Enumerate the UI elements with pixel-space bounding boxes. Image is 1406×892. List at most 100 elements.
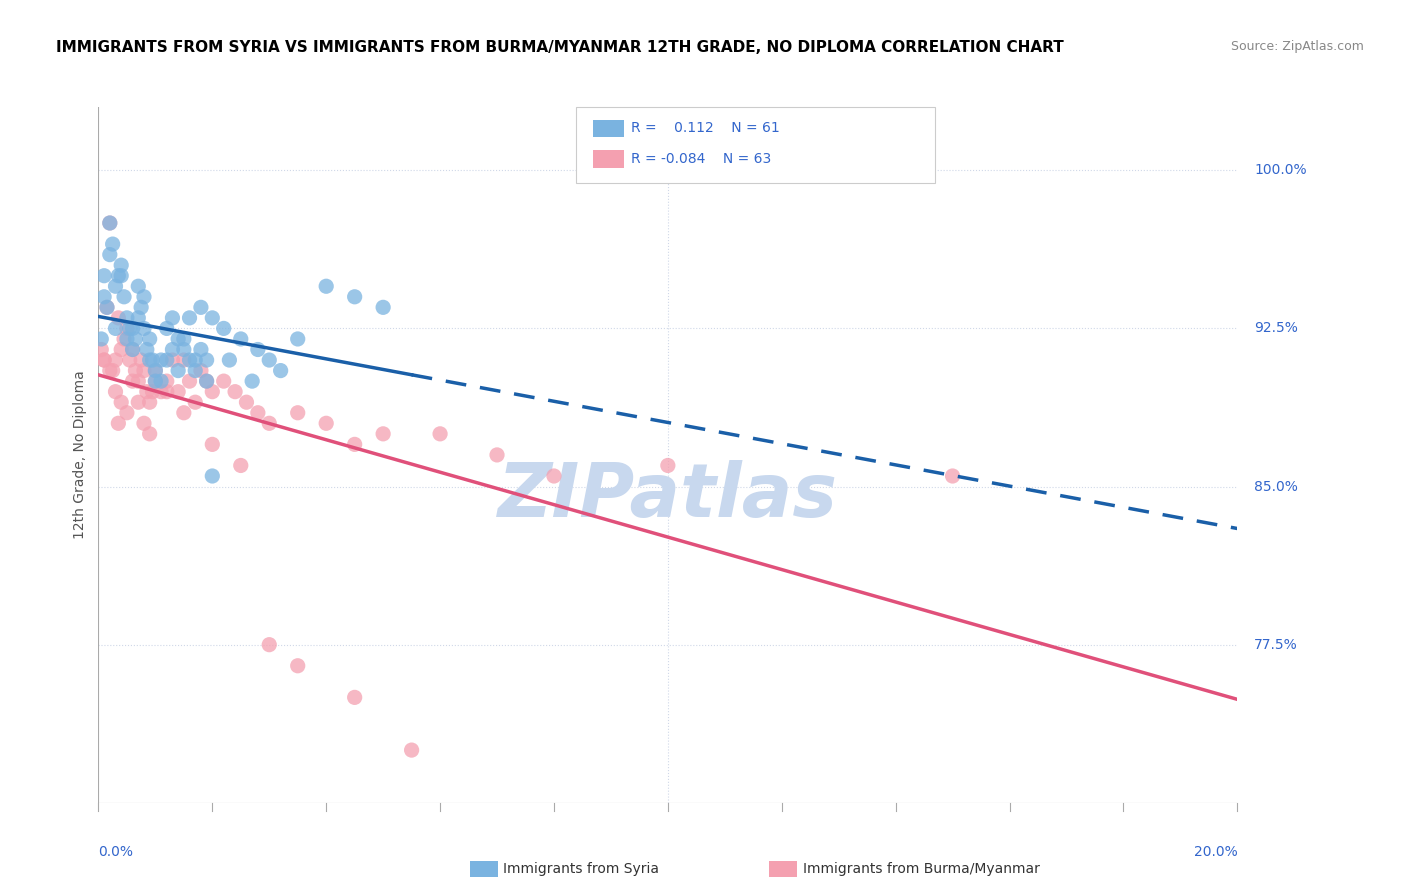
Point: [118, 353, 141, 368]
Point: [112, 290, 135, 304]
Point: [543, 469, 565, 483]
Point: [132, 363, 155, 377]
Point: [132, 290, 155, 304]
Point: [270, 363, 292, 377]
Point: [942, 469, 965, 483]
Point: [195, 374, 218, 388]
Point: [107, 268, 129, 283]
Point: [110, 268, 132, 283]
Point: [246, 343, 269, 357]
Point: [132, 417, 155, 431]
Point: [138, 395, 160, 409]
Point: [173, 353, 195, 368]
Point: [156, 353, 179, 368]
Point: [173, 406, 195, 420]
Point: [150, 353, 173, 368]
Point: [156, 374, 179, 388]
Point: [212, 374, 235, 388]
Point: [127, 310, 149, 325]
Point: [115, 406, 138, 420]
Point: [93, 290, 115, 304]
Point: [343, 290, 366, 304]
Point: [129, 301, 152, 315]
Point: [287, 332, 309, 346]
Point: [127, 395, 149, 409]
Point: [162, 353, 184, 368]
Point: [201, 469, 224, 483]
Point: [224, 384, 246, 399]
Point: [486, 448, 509, 462]
Point: [90, 343, 112, 357]
Text: R =    0.112    N = 61: R = 0.112 N = 61: [631, 121, 780, 136]
Point: [259, 638, 281, 652]
Point: [138, 332, 160, 346]
Point: [201, 437, 224, 451]
Point: [129, 353, 152, 368]
Point: [162, 343, 184, 357]
Y-axis label: 12th Grade, No Diploma: 12th Grade, No Diploma: [73, 370, 87, 540]
Point: [145, 363, 167, 377]
Text: 0.0%: 0.0%: [98, 845, 134, 859]
Point: [107, 417, 129, 431]
Point: [190, 301, 212, 315]
Point: [98, 247, 121, 261]
Text: Immigrants from Syria: Immigrants from Syria: [503, 862, 659, 876]
Point: [110, 395, 132, 409]
Point: [121, 343, 143, 357]
Point: [184, 353, 207, 368]
Point: [135, 384, 157, 399]
Point: [429, 426, 451, 441]
Point: [287, 406, 309, 420]
Point: [93, 268, 115, 283]
Point: [162, 310, 184, 325]
Point: [201, 310, 224, 325]
Point: [167, 384, 190, 399]
Point: [371, 301, 394, 315]
Point: [96, 301, 118, 315]
Point: [190, 363, 212, 377]
Point: [212, 321, 235, 335]
Point: [107, 310, 129, 325]
Point: [145, 374, 167, 388]
Point: [138, 426, 160, 441]
Point: [315, 417, 337, 431]
Point: [657, 458, 679, 473]
Point: [138, 353, 160, 368]
Point: [343, 437, 366, 451]
Point: [121, 343, 143, 357]
Text: 20.0%: 20.0%: [1194, 845, 1237, 859]
Point: [90, 332, 112, 346]
Point: [195, 353, 218, 368]
Point: [259, 353, 281, 368]
Point: [259, 417, 281, 431]
Point: [235, 395, 257, 409]
Point: [201, 384, 224, 399]
Point: [115, 310, 138, 325]
Point: [173, 332, 195, 346]
Point: [150, 374, 173, 388]
Point: [101, 237, 124, 252]
Point: [173, 343, 195, 357]
Point: [287, 658, 309, 673]
Point: [127, 374, 149, 388]
Point: [110, 343, 132, 357]
Text: 85.0%: 85.0%: [1254, 480, 1298, 493]
Point: [115, 321, 138, 335]
Text: Source: ZipAtlas.com: Source: ZipAtlas.com: [1230, 40, 1364, 54]
Point: [104, 321, 127, 335]
Text: IMMIGRANTS FROM SYRIA VS IMMIGRANTS FROM BURMA/MYANMAR 12TH GRADE, NO DIPLOMA CO: IMMIGRANTS FROM SYRIA VS IMMIGRANTS FROM…: [56, 40, 1064, 55]
Point: [124, 332, 146, 346]
Text: ZIPatlas: ZIPatlas: [498, 460, 838, 533]
Point: [315, 279, 337, 293]
Point: [93, 353, 115, 368]
Point: [184, 395, 207, 409]
Point: [101, 363, 124, 377]
Point: [132, 321, 155, 335]
Text: Immigrants from Burma/Myanmar: Immigrants from Burma/Myanmar: [803, 862, 1039, 876]
Point: [229, 332, 252, 346]
Point: [167, 363, 190, 377]
Text: 92.5%: 92.5%: [1254, 321, 1298, 335]
Point: [115, 332, 138, 346]
Point: [401, 743, 423, 757]
Point: [104, 279, 127, 293]
